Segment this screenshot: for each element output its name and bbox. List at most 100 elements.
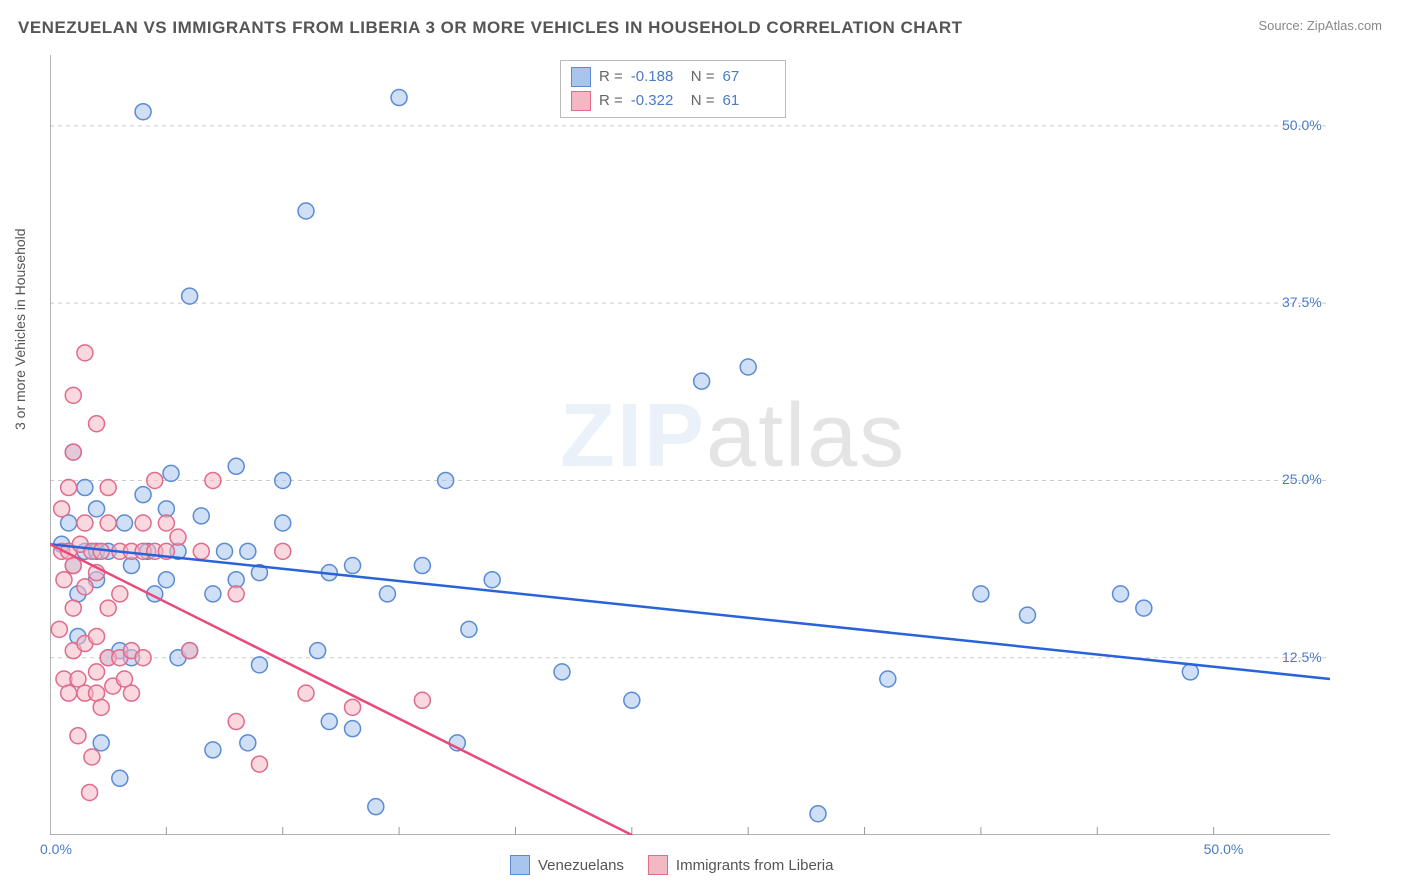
data-point [147, 472, 163, 488]
n-value: 61 [723, 89, 775, 113]
data-point [228, 714, 244, 730]
data-point [379, 586, 395, 602]
data-point [193, 508, 209, 524]
stats-legend: R = -0.188 N = 67 R = -0.322 N = 61 [560, 60, 786, 118]
data-point [61, 685, 77, 701]
data-point [51, 621, 67, 637]
data-point [56, 572, 72, 588]
data-point [205, 472, 221, 488]
data-point [82, 784, 98, 800]
data-point [112, 586, 128, 602]
data-point [89, 628, 105, 644]
data-point [414, 692, 430, 708]
n-label: N = [691, 89, 715, 113]
legend-item: Immigrants from Liberia [648, 855, 834, 875]
data-point [77, 345, 93, 361]
tick-label: 37.5% [1282, 294, 1322, 310]
n-value: 67 [723, 65, 775, 89]
data-point [135, 487, 151, 503]
data-point [65, 387, 81, 403]
data-point [275, 515, 291, 531]
data-point [240, 543, 256, 559]
plot-area: ZIPatlas 0.0%50.0%25.0%50.0%12.5%37.5% [50, 55, 1330, 835]
data-point [135, 515, 151, 531]
series-legend: Venezuelans Immigrants from Liberia [510, 855, 833, 875]
data-point [251, 756, 267, 772]
chart-title: VENEZUELAN VS IMMIGRANTS FROM LIBERIA 3 … [18, 18, 963, 38]
legend-label: Venezuelans [538, 857, 624, 874]
data-point [89, 501, 105, 517]
data-point [228, 458, 244, 474]
legend-swatch [571, 91, 591, 111]
data-point [1136, 600, 1152, 616]
y-axis-label: 3 or more Vehicles in Household [12, 228, 28, 430]
data-point [89, 416, 105, 432]
data-point [205, 742, 221, 758]
data-point [170, 529, 186, 545]
data-point [193, 543, 209, 559]
legend-label: Immigrants from Liberia [676, 857, 834, 874]
data-point [135, 104, 151, 120]
data-point [65, 600, 81, 616]
data-point [77, 579, 93, 595]
stats-row: R = -0.322 N = 61 [571, 89, 775, 113]
data-point [89, 664, 105, 680]
data-point [240, 735, 256, 751]
legend-swatch [510, 855, 530, 875]
data-point [228, 586, 244, 602]
data-point [93, 699, 109, 715]
data-point [275, 472, 291, 488]
data-point [70, 728, 86, 744]
tick-label: 25.0% [1282, 471, 1322, 487]
data-point [135, 650, 151, 666]
data-point [694, 373, 710, 389]
data-point [158, 515, 174, 531]
data-point [100, 480, 116, 496]
data-point [251, 657, 267, 673]
data-point [298, 203, 314, 219]
data-point [368, 799, 384, 815]
legend-swatch [648, 855, 668, 875]
r-label: R = [599, 89, 623, 113]
data-point [740, 359, 756, 375]
r-label: R = [599, 65, 623, 89]
data-point [205, 586, 221, 602]
stats-row: R = -0.188 N = 67 [571, 65, 775, 89]
legend-item: Venezuelans [510, 855, 624, 875]
data-point [158, 572, 174, 588]
n-label: N = [691, 65, 715, 89]
data-point [1182, 664, 1198, 680]
data-point [624, 692, 640, 708]
data-point [484, 572, 500, 588]
tick-label: 12.5% [1282, 649, 1322, 665]
data-point [973, 586, 989, 602]
data-point [414, 558, 430, 574]
data-point [84, 749, 100, 765]
data-point [163, 465, 179, 481]
data-point [93, 735, 109, 751]
data-point [61, 480, 77, 496]
r-value: -0.188 [631, 65, 683, 89]
data-point [298, 685, 314, 701]
r-value: -0.322 [631, 89, 683, 113]
data-point [345, 699, 361, 715]
data-point [345, 721, 361, 737]
tick-label: 50.0% [1282, 117, 1322, 133]
data-point [217, 543, 233, 559]
data-point [123, 685, 139, 701]
data-point [275, 543, 291, 559]
data-point [116, 515, 132, 531]
data-point [391, 90, 407, 106]
chart-svg [50, 55, 1330, 835]
data-point [100, 600, 116, 616]
data-point [461, 621, 477, 637]
data-point [1113, 586, 1129, 602]
data-point [810, 806, 826, 822]
data-point [1019, 607, 1035, 623]
legend-swatch [571, 67, 591, 87]
tick-label: 0.0% [40, 841, 72, 857]
data-point [182, 643, 198, 659]
data-point [77, 515, 93, 531]
data-point [321, 714, 337, 730]
tick-label: 50.0% [1204, 841, 1244, 857]
